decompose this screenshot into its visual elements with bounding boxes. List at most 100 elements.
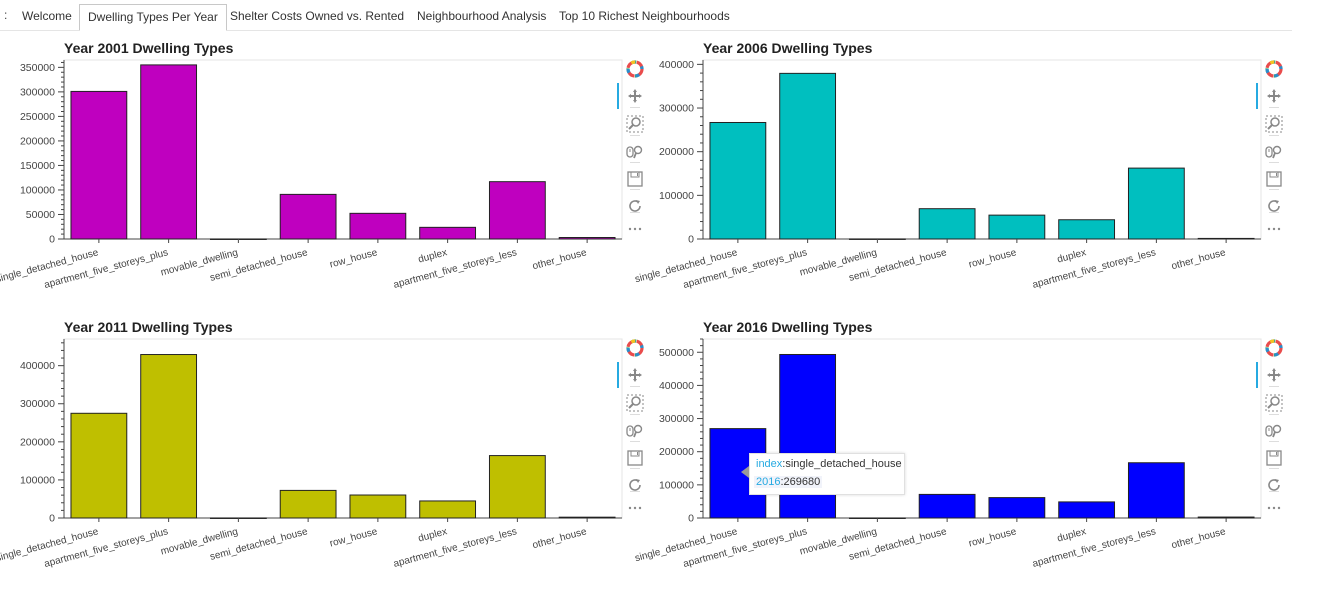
bar-chart-2011: 0100000200000300000400000single_detached… xyxy=(0,338,623,570)
tooltip-index-key: index xyxy=(756,458,783,470)
toolbar-separator xyxy=(630,107,640,108)
y-tick-label: 300000 xyxy=(659,103,694,115)
x-tick-label: duplex xyxy=(1056,247,1087,265)
bar-row_house[interactable] xyxy=(988,497,1046,519)
x-tick-label: apartment_five_storeys_less xyxy=(392,526,518,570)
bar-single_detached_house[interactable] xyxy=(709,121,767,240)
bar-apartment_five_storeys_plus[interactable] xyxy=(779,72,837,240)
reset-icon[interactable] xyxy=(1263,474,1285,496)
x-tick-label: apartment_five_storeys_less xyxy=(1031,526,1157,570)
y-tick-label: 400000 xyxy=(659,380,694,392)
toolbar-separator xyxy=(630,135,640,136)
x-tick-label: row_house xyxy=(968,247,1019,270)
bar-row_house[interactable] xyxy=(988,214,1046,240)
toolbar-separator xyxy=(630,491,640,492)
bar-apartment_five_storeys_less[interactable] xyxy=(1127,462,1185,519)
x-tick-label: apartment_five_storeys_less xyxy=(1031,247,1157,291)
y-tick-label: 300000 xyxy=(20,398,55,410)
wheel-zoom-icon[interactable] xyxy=(624,420,646,442)
x-tick-label: apartment_five_storeys_plus xyxy=(43,526,169,570)
box-zoom-icon[interactable] xyxy=(1263,113,1285,135)
y-tick-label: 100000 xyxy=(659,479,694,491)
bar-duplex[interactable] xyxy=(419,226,477,240)
bar-semi_detached_house[interactable] xyxy=(279,489,337,519)
bar-semi_detached_house[interactable] xyxy=(279,193,337,240)
bar-apartment_five_storeys_less[interactable] xyxy=(488,181,546,240)
bar-other_house[interactable] xyxy=(558,237,616,240)
hover-tooltip: index:single_detached_house 2016:269680 xyxy=(741,453,905,495)
bar-duplex[interactable] xyxy=(419,500,477,519)
save-icon[interactable] xyxy=(1263,168,1285,190)
bar-single_detached_house[interactable] xyxy=(70,90,128,240)
bar-apartment_five_storeys_plus[interactable] xyxy=(140,64,198,240)
bokeh-logo-icon[interactable] xyxy=(1263,58,1285,80)
tooltip-index-value: single_detached_house xyxy=(785,458,902,470)
x-tick-label: row_house xyxy=(329,247,380,270)
reset-icon[interactable] xyxy=(1263,195,1285,217)
toolbar-separator xyxy=(630,468,640,469)
bar-chart-2016: 0 100000 200000 300000 400000 500000 single_de… xyxy=(634,338,1262,570)
reset-icon[interactable] xyxy=(624,474,646,496)
bar-semi_detached_house[interactable] xyxy=(918,493,976,519)
bar-other_house[interactable] xyxy=(1197,516,1255,519)
bar-row_house[interactable] xyxy=(349,212,407,240)
active-tool-indicator xyxy=(617,362,619,388)
toolbar-separator xyxy=(1269,162,1279,163)
more-icon[interactable] xyxy=(1263,497,1285,519)
bar-semi_detached_house[interactable] xyxy=(918,208,976,240)
toolbar-separator xyxy=(1269,189,1279,190)
tab-prefix: : xyxy=(4,8,8,22)
pan-icon[interactable] xyxy=(624,85,646,107)
bar-apartment_five_storeys_less[interactable] xyxy=(488,455,546,519)
bar-row_house[interactable] xyxy=(349,494,407,519)
wheel-zoom-icon[interactable] xyxy=(1263,420,1285,442)
pan-icon[interactable] xyxy=(624,364,646,386)
pan-icon[interactable] xyxy=(1263,85,1285,107)
pan-icon[interactable] xyxy=(1263,364,1285,386)
save-icon[interactable] xyxy=(1263,447,1285,469)
toolbar-separator xyxy=(1269,468,1279,469)
y-tick-label: 0 xyxy=(688,234,694,246)
save-icon[interactable] xyxy=(624,447,646,469)
wheel-zoom-icon[interactable] xyxy=(1263,141,1285,163)
save-icon[interactable] xyxy=(624,168,646,190)
bar-other_house[interactable] xyxy=(1197,237,1255,240)
more-icon[interactable] xyxy=(1263,218,1285,240)
y-tick-label: 300000 xyxy=(659,413,694,425)
bokeh-logo-icon[interactable] xyxy=(624,337,646,359)
box-zoom-icon[interactable] xyxy=(624,113,646,135)
chart-panel-2001: Year 2001 Dwelling Types 0 50000 100000 150… xyxy=(0,30,650,310)
box-zoom-icon[interactable] xyxy=(624,392,646,414)
tooltip-year-key: 2016 xyxy=(756,476,781,488)
tooltip-arrow xyxy=(741,466,749,478)
y-tick-label: 150000 xyxy=(20,160,55,172)
bar-duplex[interactable] xyxy=(1058,219,1116,240)
toolbar-separator xyxy=(630,414,640,415)
tab-shelter-costs[interactable]: Shelter Costs Owned vs. Rented xyxy=(230,9,405,23)
tab-dwelling-types-per-year[interactable]: Dwelling Types Per Year xyxy=(79,4,227,31)
bar-chart-2006: 0100000200000300000400000single_detached… xyxy=(634,59,1262,291)
bar-single_detached_house[interactable] xyxy=(70,412,128,519)
wheel-zoom-icon[interactable] xyxy=(624,141,646,163)
toolbar-separator xyxy=(630,212,640,213)
bar-other_house[interactable] xyxy=(558,516,616,519)
y-tick-label: 0 xyxy=(688,513,694,525)
tab-top-10-richest[interactable]: Top 10 Richest Neighbourhoods xyxy=(559,9,730,23)
x-tick-label: other_house xyxy=(531,526,588,551)
y-tick-label: 500000 xyxy=(659,347,694,359)
tab-welcome[interactable]: Welcome xyxy=(22,9,72,23)
bokeh-logo-icon[interactable] xyxy=(1263,337,1285,359)
reset-icon[interactable] xyxy=(624,195,646,217)
bar-duplex[interactable] xyxy=(1058,501,1116,519)
bar-apartment_five_storeys_less[interactable] xyxy=(1127,167,1185,240)
box-zoom-icon[interactable] xyxy=(1263,392,1285,414)
toolbar-separator xyxy=(1269,107,1279,108)
more-icon[interactable] xyxy=(624,497,646,519)
bokeh-logo-icon[interactable] xyxy=(624,58,646,80)
x-tick-label: other_house xyxy=(1170,247,1227,272)
more-icon[interactable] xyxy=(624,218,646,240)
bar-apartment_five_storeys_plus[interactable] xyxy=(140,354,198,519)
x-tick-label: other_house xyxy=(531,247,588,272)
chart-panel-2011: Year 2011 Dwelling Types 0 100000 200000 30… xyxy=(0,309,650,589)
tab-neighbourhood-analysis[interactable]: Neighbourhood Analysis xyxy=(417,9,547,23)
